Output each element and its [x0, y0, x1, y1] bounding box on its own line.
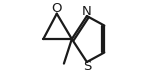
Text: O: O — [51, 2, 62, 15]
Text: N: N — [82, 5, 92, 18]
Text: S: S — [83, 60, 91, 73]
